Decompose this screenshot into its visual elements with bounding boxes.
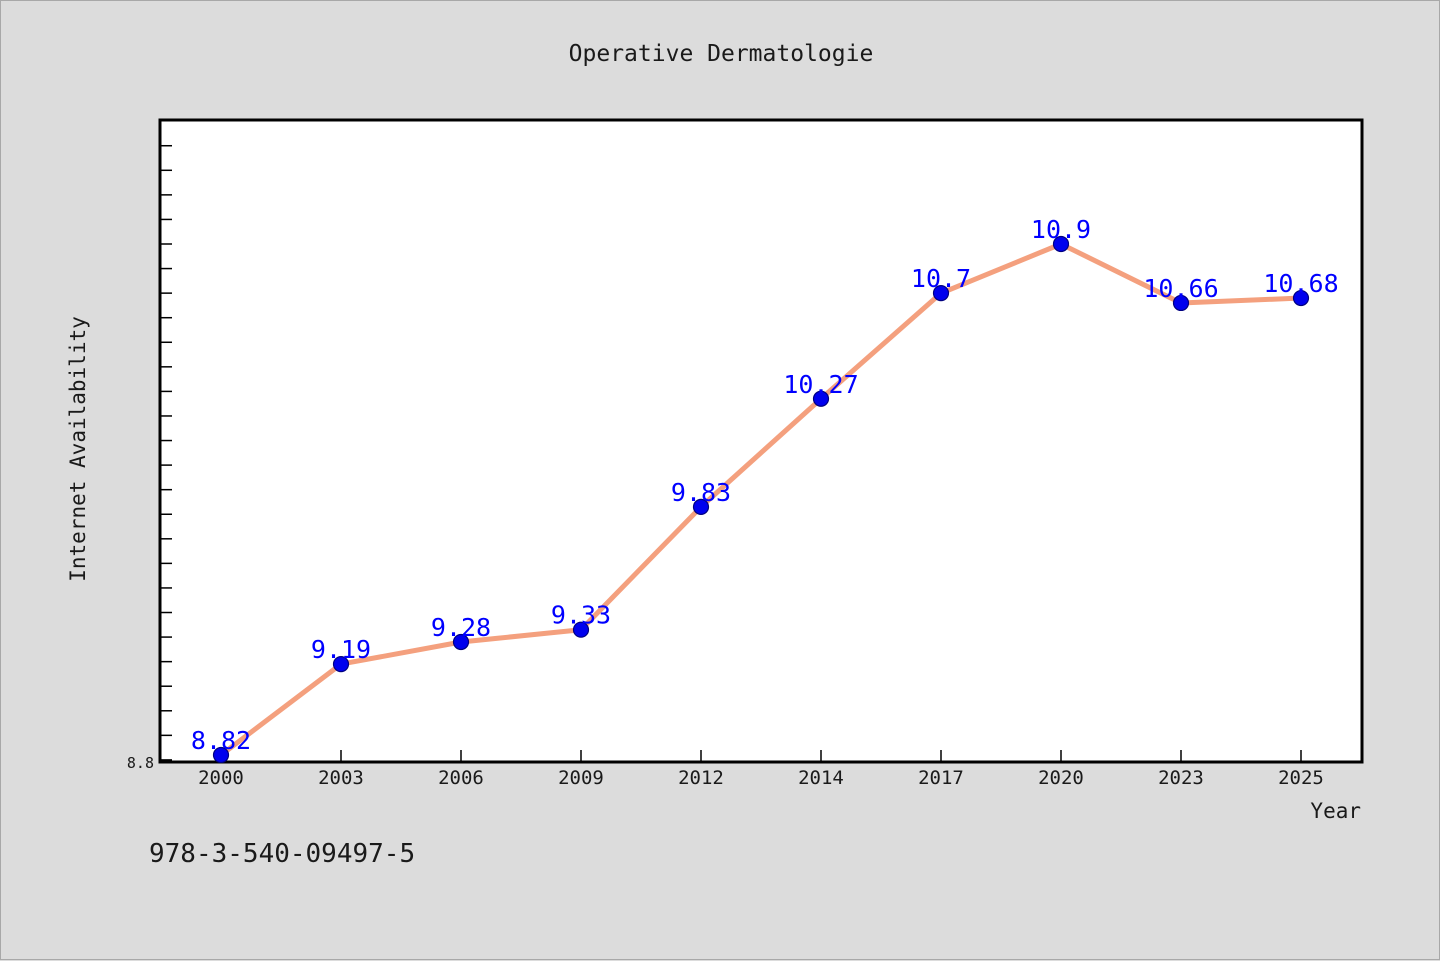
data-label: 10.66 bbox=[1143, 274, 1218, 303]
data-label: 10.9 bbox=[1031, 215, 1091, 244]
data-label: 9.28 bbox=[431, 613, 491, 642]
data-point bbox=[812, 390, 830, 407]
x-tick-label: 2000 bbox=[198, 767, 244, 789]
data-label: 10.27 bbox=[783, 370, 858, 399]
x-tick-label: 2009 bbox=[558, 767, 604, 789]
x-tick-label: 2023 bbox=[1158, 767, 1204, 789]
data-point bbox=[1052, 235, 1070, 253]
data-point bbox=[572, 621, 590, 638]
x-tick-label: 2020 bbox=[1038, 767, 1084, 789]
isbn-footer-text: 978-3-540-09497-5 bbox=[149, 839, 415, 869]
data-label: 8.82 bbox=[191, 726, 251, 755]
y-axis-ticks: 8.8 bbox=[127, 144, 172, 772]
data-label: 9.83 bbox=[671, 478, 731, 507]
x-tick-label: 2025 bbox=[1278, 767, 1324, 789]
data-label: 10.68 bbox=[1263, 269, 1338, 298]
x-tick-label: 2003 bbox=[318, 767, 364, 789]
chart-title: Operative Dermatologie bbox=[569, 41, 874, 67]
series-line bbox=[218, 241, 1304, 758]
data-point bbox=[1172, 294, 1190, 312]
x-tick-label: 2017 bbox=[918, 767, 964, 789]
data-labels-group: 8.82 9.19 9.28 9.33 9.83 10.27 10.7 10.9 10.66 10… bbox=[191, 215, 1339, 755]
x-tick-label: 2012 bbox=[678, 767, 724, 789]
data-point bbox=[1292, 289, 1310, 307]
data-point bbox=[452, 633, 470, 651]
data-label: 9.19 bbox=[311, 635, 371, 664]
data-point bbox=[692, 498, 710, 515]
y-tick-label: 8.8 bbox=[127, 754, 154, 772]
x-tick-label: 2014 bbox=[798, 767, 844, 789]
x-axis-title: Year bbox=[1310, 799, 1361, 823]
plot-area bbox=[158, 118, 1364, 764]
data-label: 10.7 bbox=[911, 264, 971, 293]
data-label: 9.33 bbox=[551, 601, 611, 630]
data-point bbox=[932, 285, 950, 302]
data-point bbox=[332, 656, 350, 673]
data-point bbox=[212, 746, 230, 764]
y-axis-title: Internet Availability bbox=[66, 316, 90, 582]
series-group bbox=[212, 235, 1310, 764]
x-axis-ticks: 2000 2003 2006 2009 2012 2014 2017 2020 2023 2025 bbox=[198, 750, 1324, 789]
x-tick-label: 2006 bbox=[438, 767, 484, 789]
